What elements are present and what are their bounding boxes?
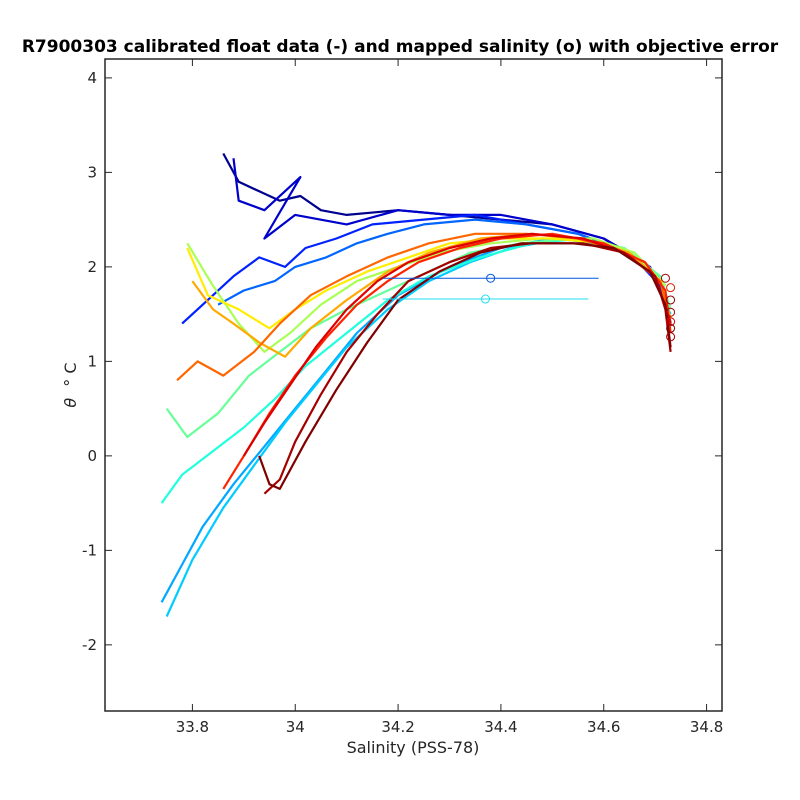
profile-line-13: [222, 232, 672, 490]
x-tick-label: 34.2: [381, 718, 414, 736]
y-tick-label: 0: [87, 447, 97, 465]
chart-title: R7900303 calibrated float data (-) and m…: [22, 37, 779, 57]
profile-line-11: [191, 232, 672, 358]
mapped-point-8: [666, 323, 676, 333]
mapped-point-4: [666, 283, 676, 293]
y-axis-label-unit: ° C: [61, 362, 80, 386]
x-axis-label: Salinity (PSS-78): [347, 738, 480, 757]
x-axis: 33.8 34 34.2 34.4 34.6 34.8: [176, 59, 723, 736]
y-tick-label: 1: [87, 352, 97, 370]
mapped-point-9: [666, 332, 676, 342]
mapped-point-3: [660, 273, 670, 283]
y-tick-label: -2: [82, 636, 97, 654]
mapped-point-1: [486, 273, 496, 283]
profile-line-3: [181, 213, 672, 325]
x-tick-label: 34.8: [690, 718, 723, 736]
series-layer: [160, 152, 672, 617]
axes-box: [104, 58, 723, 712]
y-axis: -2 -1 0 1 2 3 4: [82, 69, 722, 654]
x-tick-label: 34.4: [484, 718, 517, 736]
svg-text:θ ° C: θ ° C: [61, 362, 80, 407]
mapped-points-layer: [382, 273, 676, 342]
x-tick-label: 33.8: [176, 718, 209, 736]
profile-line-8: [165, 237, 672, 439]
profile-line-15: [263, 242, 672, 495]
mapped-point-2: [480, 294, 490, 304]
y-tick-label: 3: [87, 163, 97, 181]
x-tick-label: 34: [286, 718, 305, 736]
y-tick-label: 4: [87, 69, 97, 87]
x-tick-label: 34.6: [587, 718, 620, 736]
mapped-point-5: [666, 295, 676, 305]
y-tick-label: -1: [82, 541, 97, 559]
y-axis-label: θ ° C: [61, 362, 80, 407]
mapped-point-6: [666, 307, 676, 317]
y-axis-label-symbol: θ: [61, 398, 80, 408]
y-tick-label: 2: [87, 258, 97, 276]
mapped-point-7: [666, 317, 676, 327]
profile-line-16: [258, 242, 672, 490]
